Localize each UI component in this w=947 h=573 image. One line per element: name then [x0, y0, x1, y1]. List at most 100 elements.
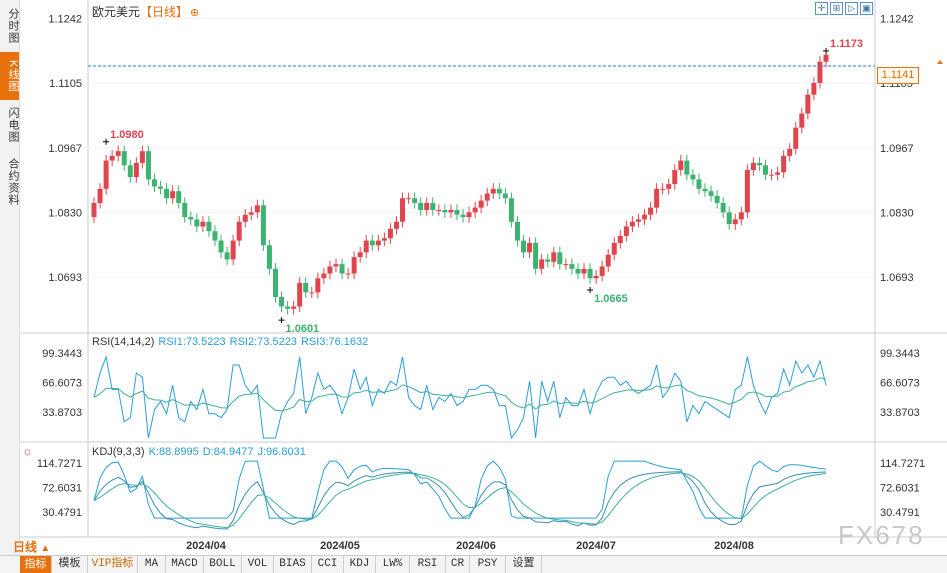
rsi-slow-line — [93, 377, 827, 412]
indicator-tab-12[interactable]: CR — [446, 556, 470, 573]
indicator-tab-6[interactable]: VOL — [242, 556, 274, 573]
tab-contract-info[interactable]: 合约资料 — [7, 158, 19, 206]
indicator-tab-8[interactable]: CCI — [312, 556, 344, 573]
period-selector[interactable]: 日线 ▲ — [13, 538, 50, 555]
candle-body — [750, 162, 756, 170]
candle-body — [236, 221, 242, 241]
candle-body — [744, 170, 750, 213]
y-tick-left: 1.1105 — [49, 78, 82, 90]
tab-timeshare[interactable]: 分时图 — [7, 8, 19, 44]
settings-icon[interactable]: ⊕ — [190, 7, 200, 19]
step-icon[interactable]: ▷ — [845, 2, 858, 15]
candle-body — [91, 202, 97, 218]
price-arrow-icon — [937, 60, 943, 64]
indicator-tab-0[interactable]: 指标 — [20, 556, 52, 573]
candle-body — [400, 198, 406, 222]
candle-body — [617, 235, 623, 243]
candle-body — [188, 217, 194, 220]
price-annotation: 1.0980 — [110, 129, 144, 141]
candle-body — [484, 193, 490, 201]
indicator-tab-1[interactable]: 模板 — [52, 556, 88, 573]
kdj-tick-left: 72.6031 — [42, 483, 82, 495]
kdj-k-line — [93, 471, 827, 530]
candle-body — [587, 268, 593, 279]
zoom-in-icon[interactable]: ⊞ — [830, 2, 843, 15]
candle-body — [490, 188, 496, 194]
candle-body — [581, 268, 587, 274]
indicator-tab-11[interactable]: RSI — [410, 556, 446, 573]
candle-body — [678, 160, 684, 170]
candle-body — [260, 205, 266, 246]
indicator-tab-14[interactable]: 设置 — [506, 556, 542, 573]
chart-area[interactable]: 1.12421.12421.11051.11051.09671.09671.08… — [20, 0, 947, 555]
candle-body — [563, 264, 569, 266]
indicator-tab-5[interactable]: BOLL — [204, 556, 242, 573]
candle-body — [666, 184, 672, 189]
candle-body — [811, 82, 817, 95]
candle-body — [557, 252, 563, 265]
indicator-tab-7[interactable]: BIAS — [274, 556, 312, 573]
fullscreen-icon[interactable]: ▣ — [860, 2, 873, 15]
candle-body — [151, 179, 157, 187]
kdj-j-line — [93, 460, 827, 519]
indicator-tab-9[interactable]: KDJ — [344, 556, 376, 573]
candle-body — [224, 252, 230, 260]
candle-body — [539, 259, 545, 269]
candle-body — [690, 174, 696, 180]
indicator-tab-3[interactable]: MA — [138, 556, 166, 573]
candle-body — [406, 198, 412, 200]
sidebar: 分时图 K线图 闪电图 合约资料 — [0, 0, 20, 555]
rsi-tick-right: 99.3443 — [880, 348, 920, 360]
candle-body — [176, 191, 182, 203]
candle-body — [672, 170, 678, 185]
indicator-tab-2[interactable]: VIP指标 — [88, 556, 138, 573]
candle-body — [496, 188, 502, 194]
period-label: 【日线】 — [140, 5, 189, 19]
candle-body — [145, 151, 151, 180]
candle-body — [345, 273, 351, 275]
candle-body — [642, 214, 648, 220]
candle-body — [200, 221, 206, 227]
candle-body — [769, 174, 775, 176]
candle-body — [266, 245, 272, 269]
candle-body — [254, 205, 260, 213]
x-axis-label: 2024/04 — [186, 540, 227, 552]
tab-kline[interactable]: K线图 — [0, 52, 19, 100]
candle-body — [109, 155, 115, 161]
candle-body — [430, 202, 436, 210]
indicator-tab-4[interactable]: MACD — [166, 556, 204, 573]
candle-body — [569, 264, 575, 269]
rsi-label: RSI(14,14,2) — [92, 336, 155, 348]
candle-body — [533, 242, 539, 269]
candle-body — [635, 219, 641, 222]
candle-body — [230, 240, 236, 260]
crosshair-icon[interactable]: ✛ — [815, 2, 828, 15]
sun-icon[interactable]: ☼ — [22, 444, 33, 458]
candle-body — [182, 202, 188, 218]
candle-body — [218, 240, 224, 253]
candle-body — [708, 191, 714, 196]
candle-body — [660, 188, 666, 190]
candle-body — [424, 202, 430, 210]
tab-flash-chart[interactable]: 闪电图 — [7, 107, 19, 143]
rsi-tick-left: 99.3443 — [42, 348, 82, 360]
candle-body — [339, 264, 345, 274]
candle-body — [309, 292, 315, 294]
candle-body — [369, 240, 375, 246]
y-tick-right: 1.0693 — [880, 272, 914, 284]
candle-body — [545, 259, 551, 262]
candle-body — [514, 221, 520, 241]
kdj-tick-right: 114.7271 — [880, 458, 925, 470]
period-selector-label: 日线 — [13, 540, 38, 554]
kdj-legend: KDJ(9,3,3) K:88.8995 D:84.9477 J:96.8031 — [92, 446, 310, 458]
candle-body — [303, 282, 309, 293]
candle-body — [103, 160, 109, 189]
indicator-tab-13[interactable]: PSY — [470, 556, 506, 573]
indicator-tab-10[interactable]: LW% — [376, 556, 410, 573]
candle-body — [472, 207, 478, 213]
candle-body — [738, 212, 744, 220]
candle-body — [696, 179, 702, 189]
current-price-tag: 1.1141 — [877, 67, 919, 84]
candle-body — [212, 231, 218, 241]
kline-svg[interactable]: 1.12421.12421.11051.11051.09671.09671.08… — [20, 0, 947, 555]
